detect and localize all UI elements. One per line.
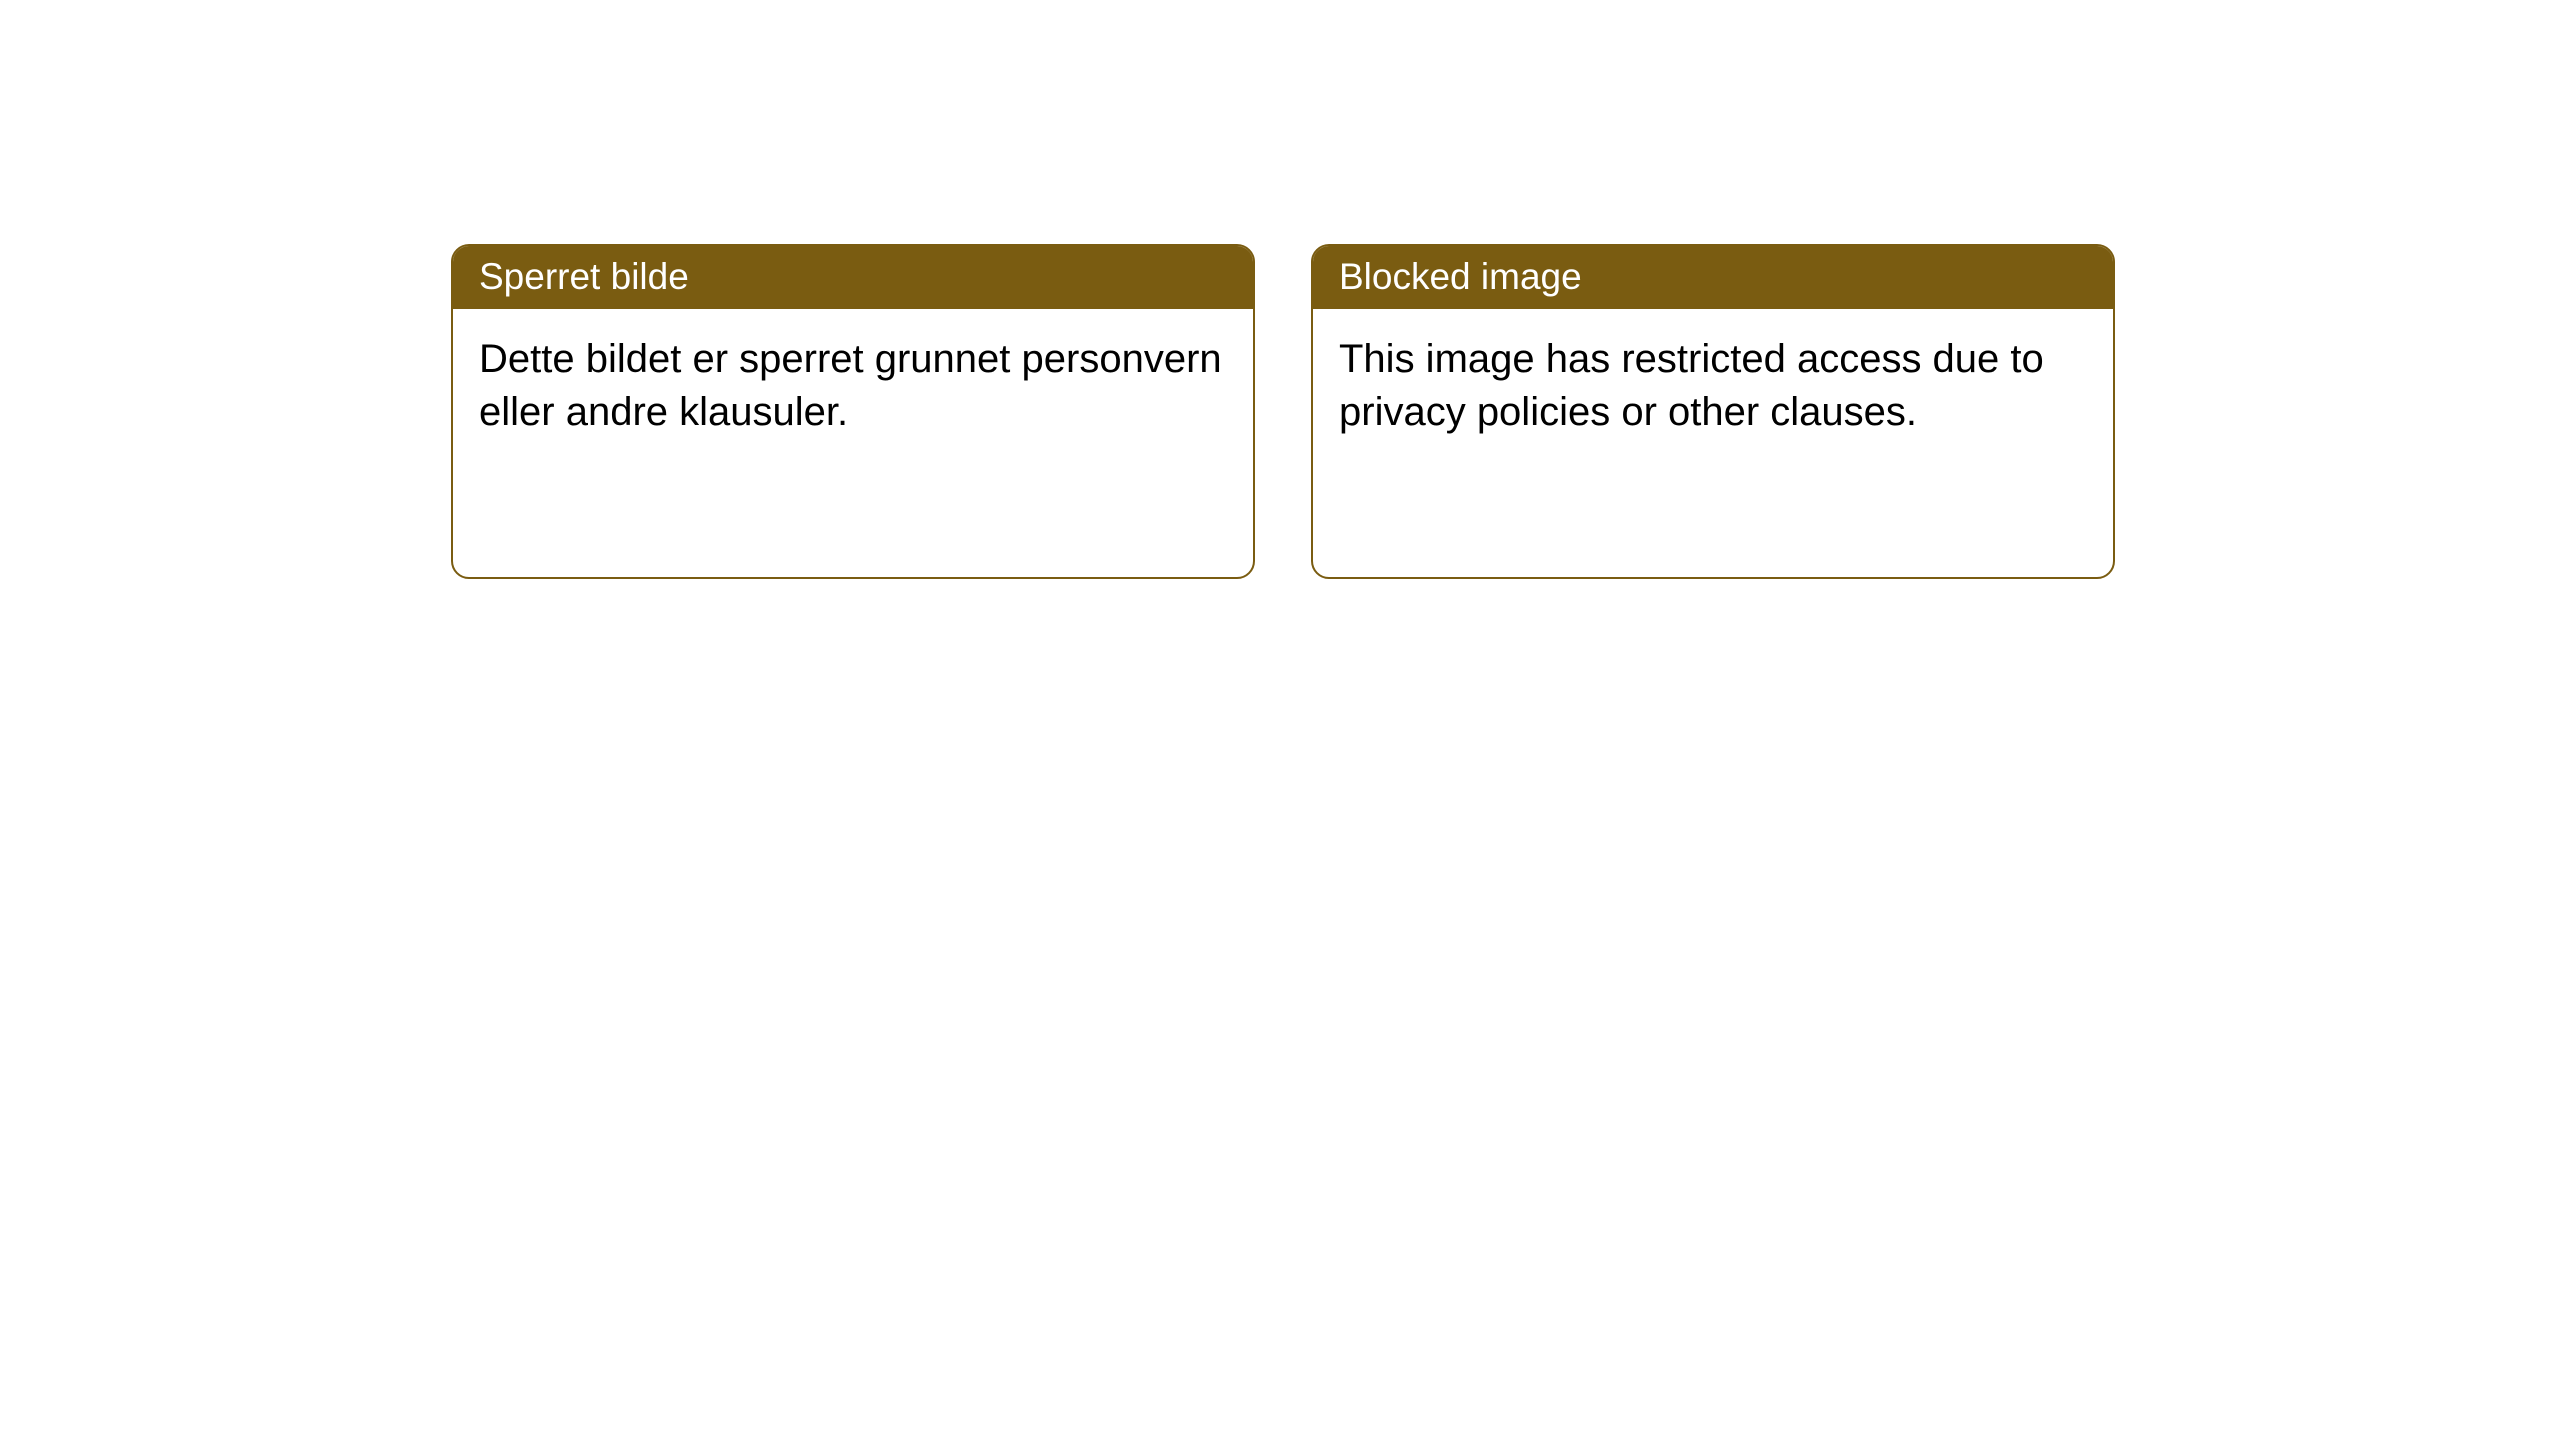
- card-header: Blocked image: [1313, 246, 2113, 309]
- blocked-image-card-en: Blocked image This image has restricted …: [1311, 244, 2115, 579]
- card-body: Dette bildet er sperret grunnet personve…: [453, 309, 1253, 463]
- blocked-image-notices: Sperret bilde Dette bildet er sperret gr…: [451, 244, 2115, 579]
- card-header: Sperret bilde: [453, 246, 1253, 309]
- card-body-text: Dette bildet er sperret grunnet personve…: [479, 337, 1222, 434]
- blocked-image-card-no: Sperret bilde Dette bildet er sperret gr…: [451, 244, 1255, 579]
- card-title: Sperret bilde: [479, 256, 689, 297]
- card-body-text: This image has restricted access due to …: [1339, 337, 2044, 434]
- card-body: This image has restricted access due to …: [1313, 309, 2113, 463]
- card-title: Blocked image: [1339, 256, 1582, 297]
